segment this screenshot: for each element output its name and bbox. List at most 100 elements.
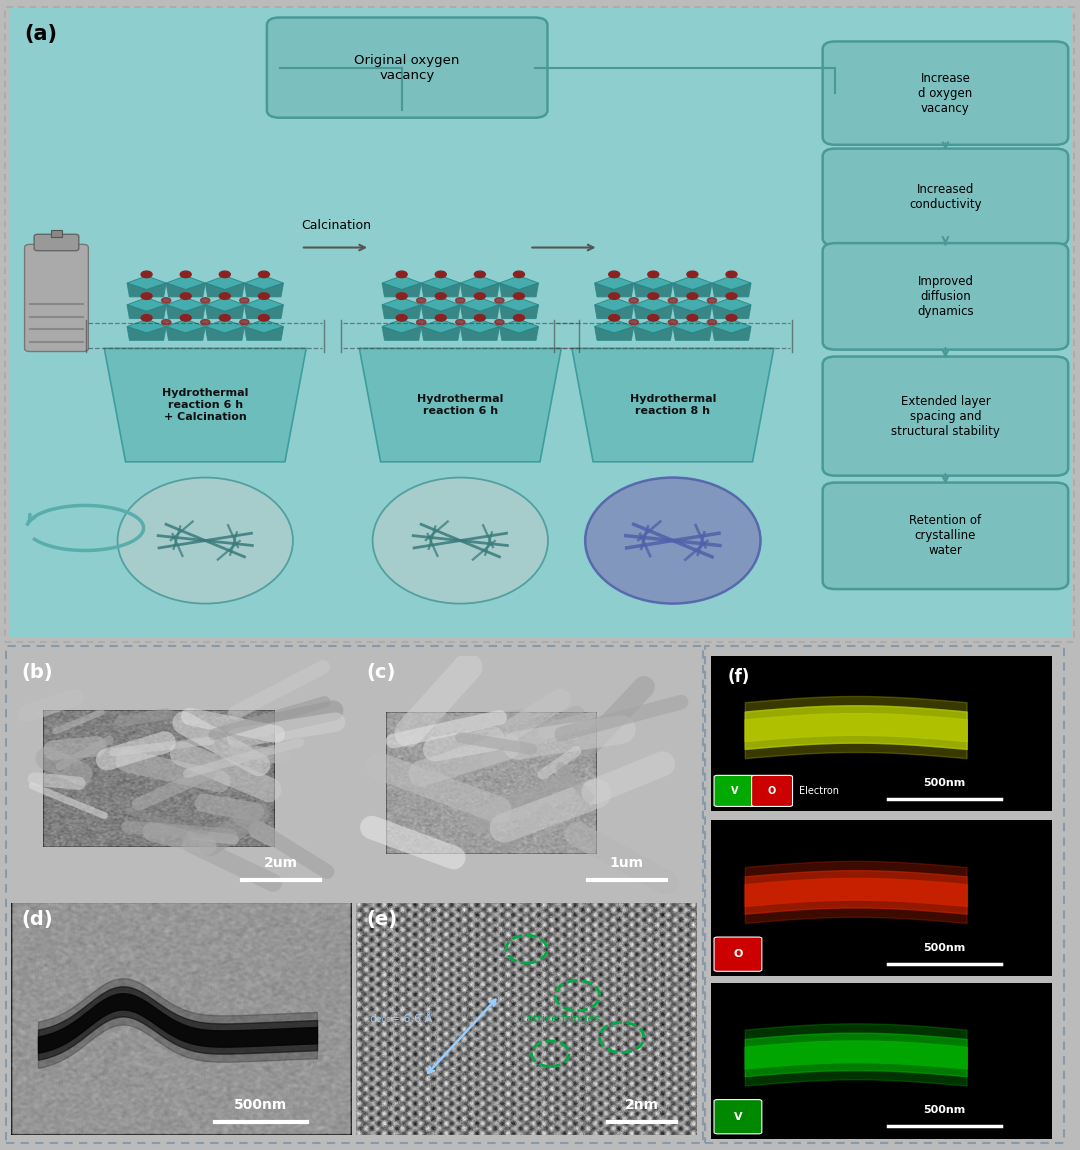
Polygon shape xyxy=(382,283,421,297)
Polygon shape xyxy=(595,305,634,319)
Polygon shape xyxy=(499,320,539,334)
Circle shape xyxy=(180,271,191,277)
Polygon shape xyxy=(673,320,712,334)
Circle shape xyxy=(219,315,230,321)
FancyBboxPatch shape xyxy=(714,1099,761,1134)
Circle shape xyxy=(435,271,446,277)
FancyBboxPatch shape xyxy=(267,17,548,117)
Text: Electron: Electron xyxy=(799,785,839,796)
Polygon shape xyxy=(499,327,539,340)
Polygon shape xyxy=(595,327,634,340)
Circle shape xyxy=(726,293,737,299)
Polygon shape xyxy=(205,283,244,297)
FancyBboxPatch shape xyxy=(714,937,761,972)
Circle shape xyxy=(609,271,620,277)
Circle shape xyxy=(474,271,485,277)
Polygon shape xyxy=(421,276,460,290)
Circle shape xyxy=(609,315,620,321)
Circle shape xyxy=(687,293,698,299)
Circle shape xyxy=(162,298,171,304)
Text: Increased
conductivity: Increased conductivity xyxy=(909,183,982,212)
Polygon shape xyxy=(499,283,539,297)
Text: Original oxygen
vacancy: Original oxygen vacancy xyxy=(354,54,460,82)
Text: O: O xyxy=(733,949,743,959)
Circle shape xyxy=(726,315,737,321)
Text: 500nm: 500nm xyxy=(234,1098,287,1112)
Circle shape xyxy=(258,271,269,277)
Polygon shape xyxy=(166,276,205,290)
Text: V: V xyxy=(733,1112,742,1121)
Circle shape xyxy=(474,315,485,321)
Circle shape xyxy=(648,315,659,321)
Circle shape xyxy=(258,315,269,321)
Polygon shape xyxy=(460,283,499,297)
Polygon shape xyxy=(244,276,283,290)
Circle shape xyxy=(180,293,191,299)
Polygon shape xyxy=(634,298,673,312)
Circle shape xyxy=(201,298,210,304)
Polygon shape xyxy=(244,320,283,334)
Circle shape xyxy=(417,320,426,325)
Text: Retention of
crystalline
water: Retention of crystalline water xyxy=(909,514,982,558)
FancyBboxPatch shape xyxy=(35,235,79,251)
Polygon shape xyxy=(595,283,634,297)
Polygon shape xyxy=(634,305,673,319)
Polygon shape xyxy=(244,305,283,319)
Polygon shape xyxy=(382,320,421,334)
Polygon shape xyxy=(634,276,673,290)
Ellipse shape xyxy=(118,477,293,604)
Circle shape xyxy=(707,298,717,304)
Polygon shape xyxy=(421,298,460,312)
Circle shape xyxy=(513,271,525,277)
Polygon shape xyxy=(712,305,751,319)
Polygon shape xyxy=(460,327,499,340)
Text: 1um: 1um xyxy=(610,856,644,869)
Polygon shape xyxy=(421,283,460,297)
Text: Hydrothermal
reaction 6 h: Hydrothermal reaction 6 h xyxy=(417,394,503,416)
Circle shape xyxy=(240,320,249,325)
Text: 500nm: 500nm xyxy=(923,1105,966,1115)
Polygon shape xyxy=(460,320,499,334)
Polygon shape xyxy=(421,320,460,334)
Circle shape xyxy=(141,293,152,299)
Polygon shape xyxy=(499,276,539,290)
Polygon shape xyxy=(634,327,673,340)
Polygon shape xyxy=(205,298,244,312)
Circle shape xyxy=(629,320,638,325)
Polygon shape xyxy=(712,283,751,297)
Circle shape xyxy=(435,293,446,299)
Circle shape xyxy=(456,298,465,304)
Polygon shape xyxy=(244,327,283,340)
FancyBboxPatch shape xyxy=(25,244,89,352)
Polygon shape xyxy=(166,298,205,312)
FancyBboxPatch shape xyxy=(823,148,1068,246)
Circle shape xyxy=(396,293,407,299)
Text: 2nm: 2nm xyxy=(625,1098,659,1112)
Bar xyxy=(5,7,1074,642)
Polygon shape xyxy=(673,298,712,312)
FancyBboxPatch shape xyxy=(714,775,755,806)
Polygon shape xyxy=(127,276,166,290)
Circle shape xyxy=(456,320,465,325)
Polygon shape xyxy=(205,320,244,334)
Polygon shape xyxy=(712,276,751,290)
Polygon shape xyxy=(673,283,712,297)
Circle shape xyxy=(474,293,485,299)
Text: 2um: 2um xyxy=(265,856,298,869)
Polygon shape xyxy=(244,283,283,297)
Text: (e): (e) xyxy=(366,910,397,928)
Bar xyxy=(6,646,703,1143)
Polygon shape xyxy=(499,305,539,319)
Ellipse shape xyxy=(373,477,548,604)
Text: Extended layer
spacing and
structural stability: Extended layer spacing and structural st… xyxy=(891,394,1000,438)
Circle shape xyxy=(435,315,446,321)
Text: d₂₀₀= 6.6 Å: d₂₀₀= 6.6 Å xyxy=(370,1014,432,1024)
Polygon shape xyxy=(205,305,244,319)
Polygon shape xyxy=(166,320,205,334)
Circle shape xyxy=(648,293,659,299)
Polygon shape xyxy=(595,320,634,334)
Polygon shape xyxy=(244,298,283,312)
Polygon shape xyxy=(673,305,712,319)
Polygon shape xyxy=(712,327,751,340)
Circle shape xyxy=(687,271,698,277)
